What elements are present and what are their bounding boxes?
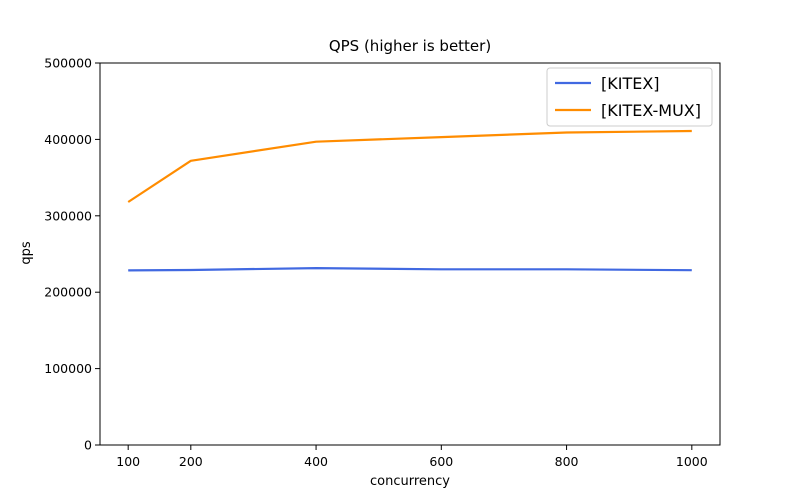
- series-line-1: [128, 267, 692, 272]
- legend-label: [KITEX]: [601, 74, 660, 93]
- legend-label: [KITEX-MUX]: [601, 101, 701, 120]
- y-tick-label: 0: [84, 438, 92, 453]
- y-axis: 0 100000 200000 300000 400000 500000: [44, 56, 100, 453]
- y-axis-label: qps: [19, 241, 34, 265]
- x-tick-label: 400: [304, 454, 328, 469]
- plot-area: 0 100000 200000 300000 400000 500000 100 200 40…: [44, 56, 721, 469]
- legend: [KITEX] [KITEX-MUX]: [546, 67, 713, 127]
- series-lines: [127, 129, 692, 272]
- y-tick-label: 500000: [44, 56, 92, 71]
- x-tick-label: 100: [116, 454, 140, 469]
- x-tick-label: 1000: [676, 454, 708, 469]
- y-tick-label: 400000: [44, 132, 92, 147]
- y-tick-label: 200000: [44, 285, 92, 300]
- x-tick-label: 800: [555, 454, 579, 469]
- x-tick-label: 200: [179, 454, 203, 469]
- plot-frame: [99, 62, 721, 446]
- y-tick-label: 100000: [44, 361, 92, 376]
- chart-title: QPS (higher is better): [329, 37, 491, 55]
- x-tick-label: 600: [429, 454, 453, 469]
- series-line-2: [127, 129, 692, 203]
- x-axis-label: concurrency: [370, 474, 450, 489]
- y-tick-label: 300000: [44, 208, 92, 223]
- x-axis: 100 200 400 600 800 1000: [116, 445, 708, 469]
